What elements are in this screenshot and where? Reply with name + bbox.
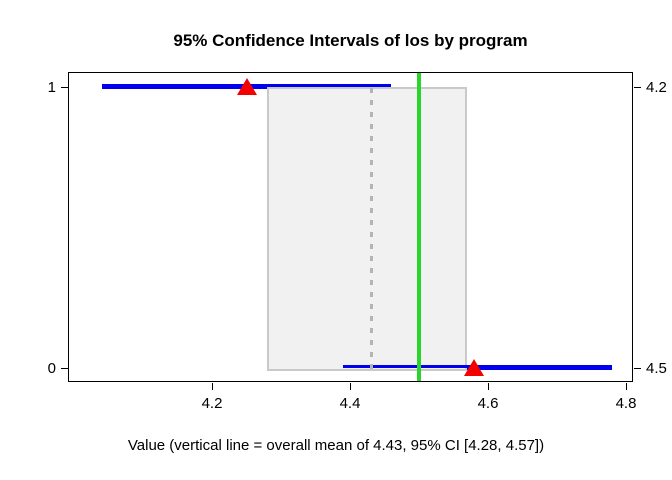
right-axis-label-top: 4.2 [646, 79, 667, 96]
y-tick-label-0: 0 [47, 360, 56, 377]
ci-line-mid [267, 84, 392, 87]
x-tick [488, 383, 489, 390]
x-tick-label: 4.2 [201, 395, 223, 412]
ci-line-mid [343, 365, 468, 368]
right-tick-bottom [634, 368, 641, 369]
right-tick-top [634, 87, 641, 88]
x-tick [626, 383, 627, 390]
x-tick [212, 383, 213, 390]
right-axis-label-bottom: 4.5 [646, 360, 667, 377]
x-tick [350, 383, 351, 390]
overall-mean-dashed-line [369, 88, 373, 371]
x-axis-label: Value (vertical line = overall mean of 4… [127, 437, 545, 454]
x-tick-label: 4.4 [339, 395, 361, 412]
y-tick-1 [61, 87, 68, 88]
overall-ci-band [267, 87, 468, 371]
ci-line-left [101, 84, 268, 89]
x-tick-label: 4.6 [477, 395, 499, 412]
chart-title: 95% Confidence Intervals of los by progr… [173, 31, 528, 50]
y-tick-0 [61, 368, 68, 369]
reference-vertical-line [417, 73, 421, 381]
x-tick-label: 4.8 [615, 395, 637, 412]
ci-line-right [467, 365, 613, 370]
mean-triangle [464, 359, 485, 376]
mean-triangle [236, 78, 257, 95]
y-tick-label-1: 1 [47, 79, 56, 96]
